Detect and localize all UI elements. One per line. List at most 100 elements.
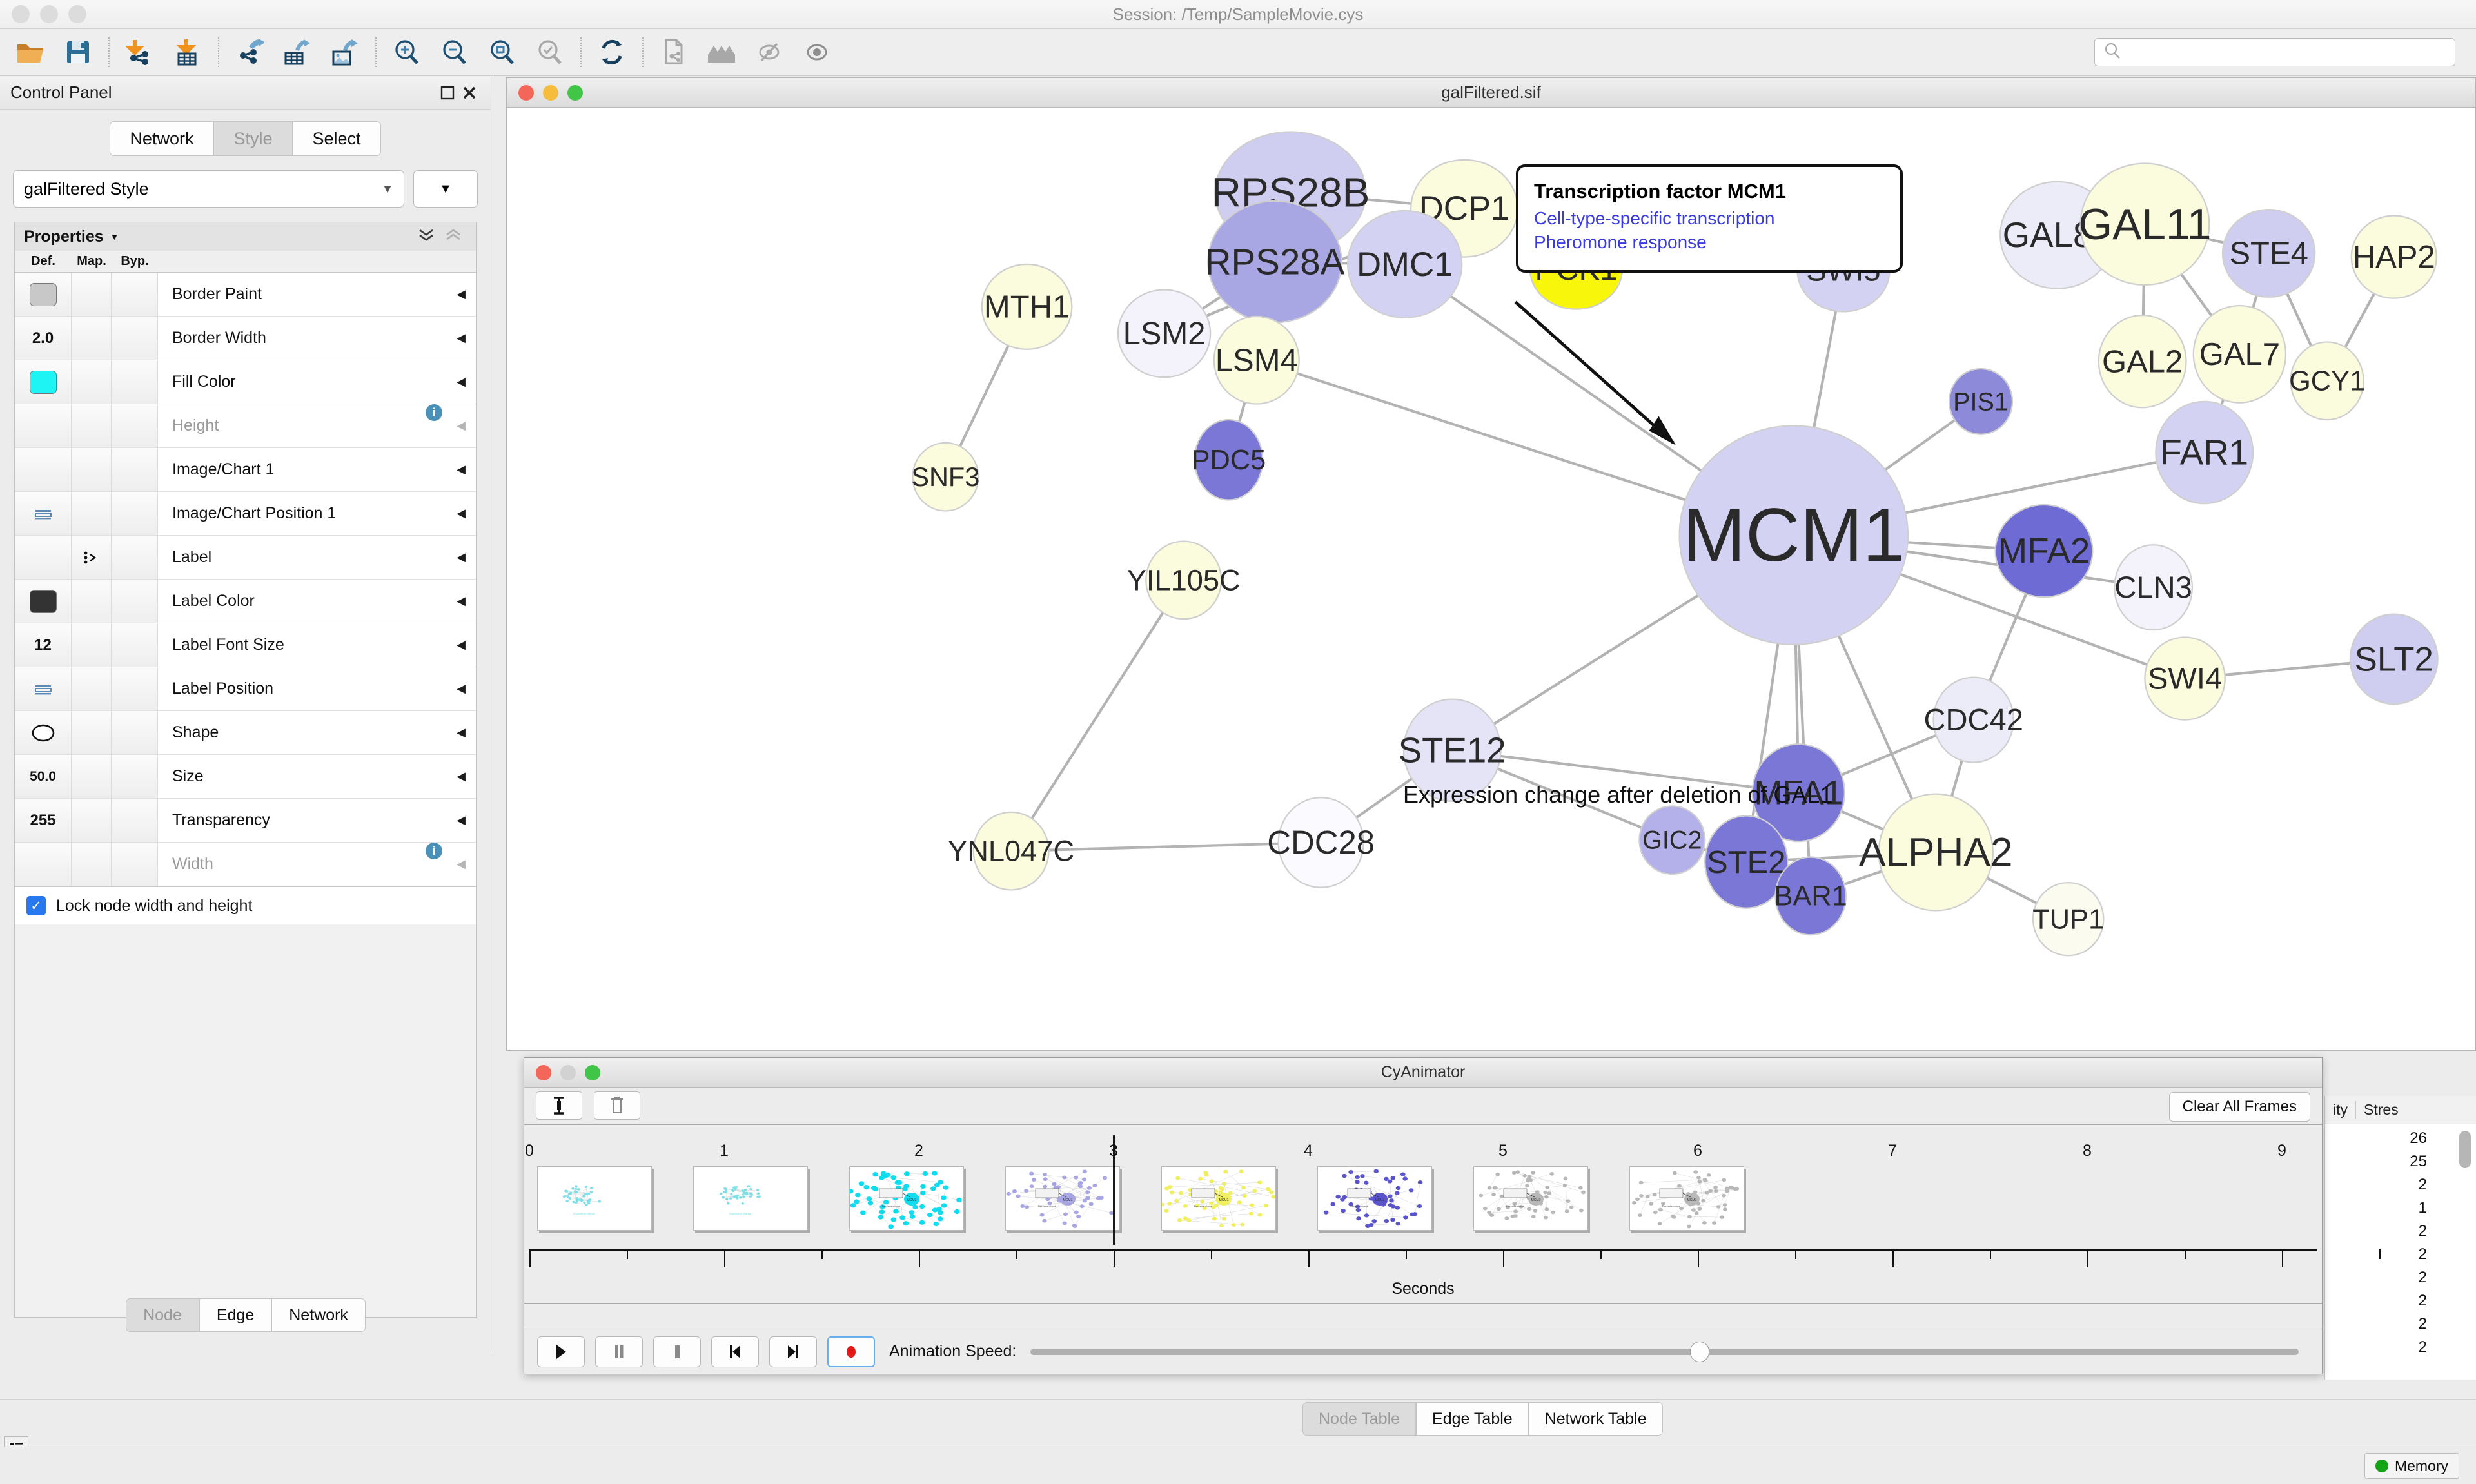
lock-size-row[interactable]: ✓ Lock node width and height: [15, 887, 476, 924]
property-default-cell[interactable]: [15, 711, 72, 754]
network-node[interactable]: GAL11: [2078, 162, 2211, 286]
export-table-button[interactable]: [273, 32, 321, 73]
close-dot[interactable]: [536, 1064, 551, 1080]
tab-select[interactable]: Select: [292, 121, 381, 156]
property-mapping-cell[interactable]: [72, 536, 112, 579]
search-input[interactable]: [2094, 38, 2455, 66]
property-default-cell[interactable]: [15, 667, 72, 710]
save-session-button[interactable]: [54, 32, 102, 73]
network-node[interactable]: FAR1: [2155, 400, 2254, 505]
network-node[interactable]: STE4: [2221, 208, 2316, 298]
expand-all-icon[interactable]: [413, 228, 440, 245]
tab-style[interactable]: Style: [213, 121, 293, 156]
table-row[interactable]: 25: [2410, 1153, 2427, 1170]
color-swatch[interactable]: [29, 282, 57, 306]
table-row[interactable]: 1: [2418, 1199, 2427, 1216]
export-image-button[interactable]: [321, 32, 369, 73]
maximize-dot[interactable]: [567, 84, 583, 101]
float-panel-icon[interactable]: [437, 82, 458, 104]
info-icon[interactable]: i: [426, 843, 442, 859]
new-network-button[interactable]: [650, 32, 698, 73]
refresh-layout-button[interactable]: [588, 32, 636, 73]
timeline-frame[interactable]: MCM1 Expression change: [1005, 1166, 1120, 1231]
node-table-peek[interactable]: ity Stres 26 25 2 1 2 2 2 2 2 2: [2324, 1096, 2476, 1380]
network-canvas[interactable]: RPS28BDCP1RPS28ADMC1PCK1SWI5GAL80GAL11ST…: [507, 108, 2475, 1050]
property-bypass-cell[interactable]: [112, 580, 158, 623]
property-bypass-cell[interactable]: [112, 536, 158, 579]
property-bypass-cell[interactable]: [112, 667, 158, 710]
maximize-dot[interactable]: [68, 5, 86, 23]
network-node[interactable]: PDC5: [1192, 418, 1266, 501]
info-icon[interactable]: i: [426, 404, 442, 421]
delete-frame-button[interactable]: [594, 1091, 640, 1120]
minimize-dot[interactable]: [40, 5, 58, 23]
property-bypass-cell[interactable]: [112, 623, 158, 667]
close-dot[interactable]: [518, 84, 534, 101]
network-node[interactable]: CDC28: [1267, 797, 1375, 888]
property-default-cell[interactable]: [15, 580, 72, 623]
fit-network-button[interactable]: [478, 32, 526, 73]
network-node[interactable]: STE12: [1399, 698, 1506, 803]
tab-network-table[interactable]: Network Table: [1528, 1402, 1663, 1436]
expand-arrow-icon[interactable]: ◀: [457, 463, 466, 476]
network-node[interactable]: MFA1: [1751, 743, 1846, 843]
collapse-all-icon[interactable]: [440, 228, 467, 245]
property-mapping-cell[interactable]: [72, 317, 112, 360]
network-node[interactable]: BAR1: [1774, 856, 1847, 936]
export-network-button[interactable]: [226, 32, 273, 73]
clear-all-frames-button[interactable]: Clear All Frames: [2168, 1092, 2310, 1122]
property-mapping-cell[interactable]: [72, 404, 112, 447]
property-row[interactable]: Height i ◀: [15, 404, 476, 448]
property-row[interactable]: 12 Label Font Size ◀: [15, 623, 476, 667]
expand-arrow-icon[interactable]: ◀: [457, 375, 466, 388]
network-node[interactable]: TUP1: [2032, 882, 2105, 957]
tab-node-table[interactable]: Node Table: [1302, 1402, 1417, 1436]
property-mapping-cell[interactable]: [72, 843, 112, 886]
network-node[interactable]: MFA2: [1994, 503, 2094, 598]
property-bypass-cell[interactable]: [112, 273, 158, 316]
network-node[interactable]: CDC42: [1923, 676, 2023, 763]
tab-edge-table[interactable]: Edge Table: [1416, 1402, 1529, 1436]
open-session-button[interactable]: [6, 32, 54, 73]
stop-button[interactable]: [653, 1336, 701, 1367]
animation-speed-slider[interactable]: [1030, 1341, 2299, 1362]
timeline-frame[interactable]: Expression change: [537, 1166, 652, 1231]
property-default-cell[interactable]: [15, 360, 72, 404]
expand-arrow-icon[interactable]: ◀: [457, 638, 466, 651]
property-mapping-cell[interactable]: [72, 799, 112, 842]
minimize-dot[interactable]: [543, 84, 558, 101]
property-default-cell[interactable]: [15, 273, 72, 316]
timeline-frame[interactable]: MCM1 Expression change: [1629, 1166, 1744, 1231]
network-node[interactable]: HAP2: [2350, 215, 2437, 299]
property-mapping-cell[interactable]: [72, 667, 112, 710]
table-row[interactable]: 2: [2418, 1315, 2427, 1333]
table-row[interactable]: 2: [2418, 1245, 2427, 1263]
network-node[interactable]: LSM4: [1213, 315, 1300, 405]
playhead[interactable]: [1113, 1135, 1115, 1245]
property-row[interactable]: 50.0 Size ◀: [15, 755, 476, 799]
expand-arrow-icon[interactable]: ◀: [457, 507, 466, 520]
memory-status-button[interactable]: Memory: [2364, 1453, 2459, 1479]
timeline-frame[interactable]: MCM1 Expression change: [1473, 1166, 1588, 1231]
expand-arrow-icon[interactable]: ◀: [457, 726, 466, 739]
cyanimator-window-controls[interactable]: [536, 1064, 600, 1080]
table-row[interactable]: 26: [2410, 1129, 2427, 1147]
network-node[interactable]: GAL7: [2192, 304, 2287, 404]
network-node[interactable]: GCY1: [2289, 341, 2365, 421]
property-row[interactable]: Image/Chart 1 ◀: [15, 448, 476, 492]
property-bypass-cell[interactable]: [112, 317, 158, 360]
property-row[interactable]: 255 Transparency ◀: [15, 799, 476, 843]
maximize-dot[interactable]: [585, 1064, 600, 1080]
animation-speed-knob[interactable]: [1690, 1341, 1709, 1362]
table-row[interactable]: 2: [2418, 1176, 2427, 1193]
add-frame-button[interactable]: [536, 1091, 582, 1120]
property-mapping-cell[interactable]: [72, 623, 112, 667]
property-mapping-cell[interactable]: [72, 273, 112, 316]
network-node[interactable]: GAL2: [2098, 314, 2187, 409]
network-node[interactable]: MTH1: [981, 263, 1073, 350]
property-bypass-cell[interactable]: [112, 448, 158, 491]
property-row[interactable]: Border Paint ◀: [15, 273, 476, 317]
zoom-in-button[interactable]: [383, 32, 431, 73]
property-mapping-cell[interactable]: [72, 360, 112, 404]
property-default-cell[interactable]: [15, 404, 72, 447]
